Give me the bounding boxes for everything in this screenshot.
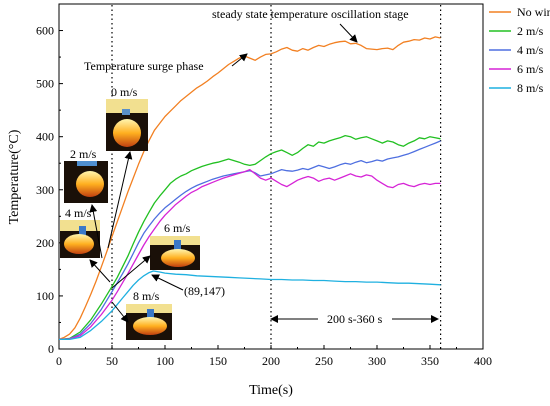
legend-label-2: 4 m/s [517, 43, 544, 57]
peak-point-arrow [151, 274, 184, 291]
inset-4ms-nozzle [79, 226, 86, 238]
y-tick-label: 100 [36, 289, 54, 303]
y-tick-label: 400 [36, 130, 54, 144]
steady-stage-arrow [339, 23, 358, 43]
series-line-1 [58, 134, 441, 341]
series-line-0 [58, 36, 441, 341]
y-tick-label: 200 [36, 236, 54, 250]
inset-6ms: 6 m/s [150, 221, 200, 270]
inset-0ms-top [106, 99, 148, 113]
inset-0ms-nozzle [122, 109, 130, 115]
legend-label-3: 6 m/s [517, 62, 544, 76]
inset-0ms: 0 m/s [106, 85, 148, 151]
inset-0ms-label: 0 m/s [111, 85, 138, 99]
peak-point-label: (89,147) [184, 284, 225, 298]
x-tick-label: 400 [474, 354, 492, 368]
inset-8ms-flame [133, 317, 167, 335]
inset-2ms-flame [76, 171, 104, 197]
arrow-to-6ms [111, 255, 151, 289]
arrow-to-4ms [89, 259, 111, 283]
inset-2ms: 2 m/s [64, 147, 108, 203]
y-axis-ticks: 0 100 200 300 400 500 600 [36, 24, 63, 356]
y-tick-label: 500 [36, 77, 54, 91]
steady-stage-annotation: steady state temperature oscillation sta… [212, 7, 409, 21]
inset-8ms-label: 8 m/s [133, 289, 160, 303]
series-lines [58, 36, 441, 341]
y-tick-label: 0 [48, 342, 54, 356]
x-tick-label: 300 [368, 354, 386, 368]
x-axis-ticks: 0 50 100 150 200 250 300 350 400 [56, 345, 492, 368]
inset-4ms-top [60, 220, 100, 231]
inset-8ms: 8 m/s [126, 289, 172, 340]
x-axis-title: Time(s) [249, 383, 293, 398]
legend-label-1: 2 m/s [517, 24, 544, 38]
inset-8ms-top [126, 304, 172, 313]
y-tick-label: 300 [36, 183, 54, 197]
inset-6ms-nozzle [174, 240, 181, 250]
y-tick-label: 600 [36, 24, 54, 38]
range-label: 200 s-360 s [327, 312, 383, 326]
vertical-markers [111, 5, 442, 349]
x-tick-label: 150 [209, 354, 227, 368]
legend-label-4: 8 m/s [517, 81, 544, 95]
x-tick-label: 350 [421, 354, 439, 368]
arrow-to-8ms [111, 301, 129, 323]
inset-8ms-nozzle [147, 309, 154, 318]
inset-arrows [89, 151, 151, 323]
inset-4ms: 4 m/s [60, 206, 100, 258]
series-line-4 [59, 270, 441, 341]
inset-4ms-label: 4 m/s [65, 206, 92, 220]
x-tick-label: 250 [315, 354, 333, 368]
legend: No wind 2 m/s 4 m/s 6 m/s 8 m/s [489, 5, 550, 95]
surge-phase-arrow [231, 53, 248, 67]
inset-2ms-label: 2 m/s [70, 147, 97, 161]
y-axis-title: Temperature(°C) [7, 129, 22, 224]
x-tick-label: 100 [156, 354, 174, 368]
series-line-3 [58, 168, 441, 341]
inset-2ms-nozzle [77, 161, 97, 166]
legend-label-0: No wind [517, 5, 550, 19]
x-tick-label: 0 [56, 354, 62, 368]
series-line-2 [58, 140, 441, 341]
inset-4ms-flame [64, 234, 94, 254]
x-tick-label: 200 [262, 354, 280, 368]
inset-6ms-flame [161, 249, 195, 267]
x-tick-label: 50 [106, 354, 118, 368]
arrow-to-2ms [89, 204, 103, 259]
inset-0ms-flame [113, 119, 141, 147]
arrow-to-0ms [107, 151, 133, 249]
inset-6ms-label: 6 m/s [164, 221, 191, 235]
surge-phase-annotation: Temperature surge phase [84, 59, 204, 73]
